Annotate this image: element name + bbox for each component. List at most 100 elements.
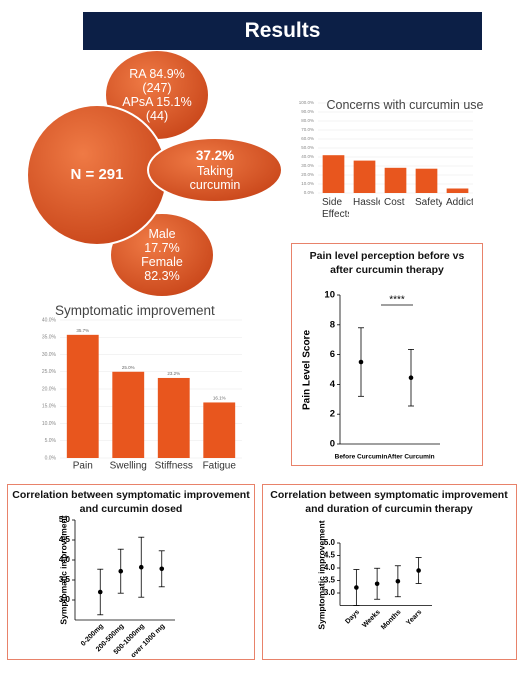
y-tick-label: 8 xyxy=(330,319,335,330)
mean-point xyxy=(118,568,124,574)
mean-point xyxy=(358,359,364,365)
y-tick-label: 3.5 xyxy=(59,575,71,584)
y-tick-label: 30.0% xyxy=(42,352,57,358)
y-tick-label: 5.0 xyxy=(324,538,336,547)
x-tick-label-box: Safety xyxy=(415,197,442,208)
y-tick-label: 3.0 xyxy=(324,588,336,597)
significance-label: **** xyxy=(389,295,405,306)
x-tick-label: Years xyxy=(405,609,423,627)
y-tick-label: 70.0% xyxy=(301,127,314,132)
chart-title: Correlation between symptomatic improvem… xyxy=(12,489,250,516)
card-border xyxy=(291,243,483,466)
y-tick-label: 35.0% xyxy=(42,335,57,341)
x-tick-label-box: Side Effects xyxy=(322,197,349,220)
y-axis-label: Pain Level Score xyxy=(302,330,313,410)
x-tick-label: Hassle xyxy=(353,197,380,208)
x-tick-label: Swelling xyxy=(110,461,147,472)
bar xyxy=(203,402,236,458)
chart-title: Correlation between symptomatic improvem… xyxy=(270,489,508,516)
apsa-label: APsA 15.1% (44) xyxy=(122,95,192,123)
x-tick-label-box: Cost xyxy=(384,197,405,208)
y-tick-label: 10.0% xyxy=(301,181,314,186)
y-tick-label: 4 xyxy=(330,379,336,390)
y-tick-label: 80.0% xyxy=(301,118,314,123)
y-tick-label: 20.0% xyxy=(301,172,314,177)
total-label: N = 291 xyxy=(70,165,124,183)
bar xyxy=(157,377,190,458)
x-tick-label: Fatigue xyxy=(203,461,237,472)
y-tick-label: 5.0% xyxy=(45,438,57,444)
male-label: Male 17.7% xyxy=(144,227,180,255)
y-tick-label: 0 xyxy=(330,439,335,450)
ra-label: RA 84.9% (247) xyxy=(129,67,185,95)
x-tick-label: Months xyxy=(380,609,403,632)
chart-title: Concerns with curcumin use xyxy=(326,98,484,112)
value-label: 23.2% xyxy=(167,371,180,376)
card-border xyxy=(262,484,517,660)
bar xyxy=(66,334,99,458)
bubble-diagram xyxy=(26,49,283,298)
y-tick-label: 0.0% xyxy=(45,455,57,461)
bubble-label: 37.2% Taking curcumin xyxy=(170,140,260,200)
y-tick-label: 5.0 xyxy=(59,515,71,524)
mean-point xyxy=(374,581,380,587)
y-tick-label: 100.0% xyxy=(299,100,314,105)
y-tick-label: 3.5 xyxy=(324,576,336,585)
x-tick-label: Safety xyxy=(415,197,442,208)
bar xyxy=(112,371,145,458)
y-tick-label: 4.5 xyxy=(59,535,71,544)
chart-title: Symptomatic improvement xyxy=(55,303,215,318)
bubble-label: N = 291 xyxy=(27,105,167,245)
bar xyxy=(415,168,438,193)
x-tick-label: Side Effects xyxy=(322,197,349,220)
y-tick-label: 3.0 xyxy=(59,595,71,604)
mean-point xyxy=(408,375,414,380)
value-label: 16.1% xyxy=(213,396,226,401)
y-tick-label: 0.0% xyxy=(304,190,314,195)
x-tick-label: Before Curcumin xyxy=(335,454,388,461)
value-label: 25.0% xyxy=(122,365,135,370)
curcumin-label: Taking curcumin xyxy=(189,163,241,192)
curcumin-percent: 37.2% xyxy=(195,148,235,164)
bar xyxy=(384,167,407,193)
y-tick-label: 20.0% xyxy=(42,386,57,392)
y-axis-label: Symptomatic improvement xyxy=(316,520,326,629)
y-tick-label: 90.0% xyxy=(301,109,314,114)
mean-point xyxy=(354,585,359,590)
bubble-label: Male 17.7% Female 82.3% xyxy=(130,215,194,295)
y-tick-label: 40.0% xyxy=(42,317,57,323)
x-tick-label-box: Addiction xyxy=(446,197,473,208)
x-tick-label: After Curcumin xyxy=(387,454,434,461)
mean-point xyxy=(97,589,103,595)
y-tick-label: 4.5 xyxy=(324,551,336,560)
y-tick-label: 6 xyxy=(330,349,335,360)
y-tick-label: 40.0% xyxy=(301,154,314,159)
y-axis-label: Symptomatic improvement xyxy=(58,515,68,624)
chart-title: Pain level perception before vs after cu… xyxy=(309,250,465,277)
y-tick-label: 15.0% xyxy=(42,404,57,410)
x-tick-label: Addiction xyxy=(446,197,473,208)
bubble-label: RA 84.9% (247) APsA 15.1% (44) xyxy=(119,55,195,135)
value-label: 35.7% xyxy=(76,328,89,333)
card-border xyxy=(7,484,255,660)
bar xyxy=(322,155,345,193)
y-tick-label: 2 xyxy=(330,409,335,420)
mean-point xyxy=(395,578,401,584)
bubble xyxy=(147,137,283,203)
y-tick-label: 4.0 xyxy=(324,563,336,572)
mean-point xyxy=(159,566,165,572)
x-tick-label: Days xyxy=(344,609,361,626)
y-tick-label: 10 xyxy=(324,290,335,301)
mean-point xyxy=(416,568,421,573)
x-tick-label-box: Hassle xyxy=(353,197,380,208)
x-tick-label: Pain xyxy=(73,461,93,472)
x-tick-label: Stiffness xyxy=(155,461,193,472)
y-tick-label: 25.0% xyxy=(42,369,57,375)
y-tick-label: 30.0% xyxy=(301,163,314,168)
bar xyxy=(353,160,376,193)
y-tick-label: 50.0% xyxy=(301,145,314,150)
mean-point xyxy=(138,564,144,570)
x-tick-label: Cost xyxy=(384,197,405,208)
